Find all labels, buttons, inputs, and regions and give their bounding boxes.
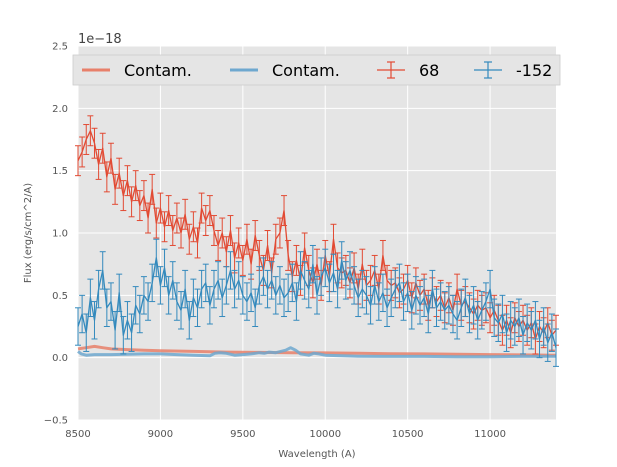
legend-label: 68 — [419, 61, 439, 80]
legend-entry-2: Contam. — [230, 61, 340, 80]
legend-entry-4: -152 — [474, 61, 552, 80]
y-tick-label: 0.5 — [52, 291, 68, 302]
series-layer — [75, 115, 559, 367]
y-axis-label: Flux (erg/s/cm^2/A) — [23, 183, 34, 283]
offset-text: 1e−18 — [78, 32, 122, 47]
y-tick-label: −0.5 — [44, 416, 68, 427]
y-tick-label: 2.0 — [52, 104, 68, 115]
legend-label: Contam. — [124, 61, 192, 80]
x-tick-label: 9000 — [148, 429, 173, 440]
y-tick-label: 0.0 — [52, 353, 68, 364]
x-axis-label: Wavelength (A) — [278, 449, 355, 460]
ticks: 8500 9000 9500 10000 10500 11000 −0.5 0.0 0.5 1.0… — [44, 42, 506, 441]
y-tick-label: 1.0 — [52, 229, 68, 240]
series-152-line — [77, 257, 557, 348]
x-tick-label: 11000 — [474, 429, 506, 440]
legend: Contam. Contam. 68 -152 — [72, 54, 561, 86]
y-tick-label: 2.5 — [52, 42, 68, 53]
x-tick-label: 10500 — [392, 429, 424, 440]
legend-entry-3: 68 — [377, 61, 439, 80]
series-68-line — [77, 130, 557, 340]
contam-line-1 — [77, 344, 557, 357]
contam-line-2 — [77, 346, 556, 359]
x-tick-label: 8500 — [65, 429, 90, 440]
x-tick-label: 9500 — [230, 429, 255, 440]
legend-label: -152 — [516, 61, 552, 80]
legend-entry-1: Contam. — [82, 61, 192, 80]
legend-label: Contam. — [272, 61, 340, 80]
x-tick-label: 10000 — [309, 429, 341, 440]
y-tick-label: 1.5 — [52, 166, 68, 177]
